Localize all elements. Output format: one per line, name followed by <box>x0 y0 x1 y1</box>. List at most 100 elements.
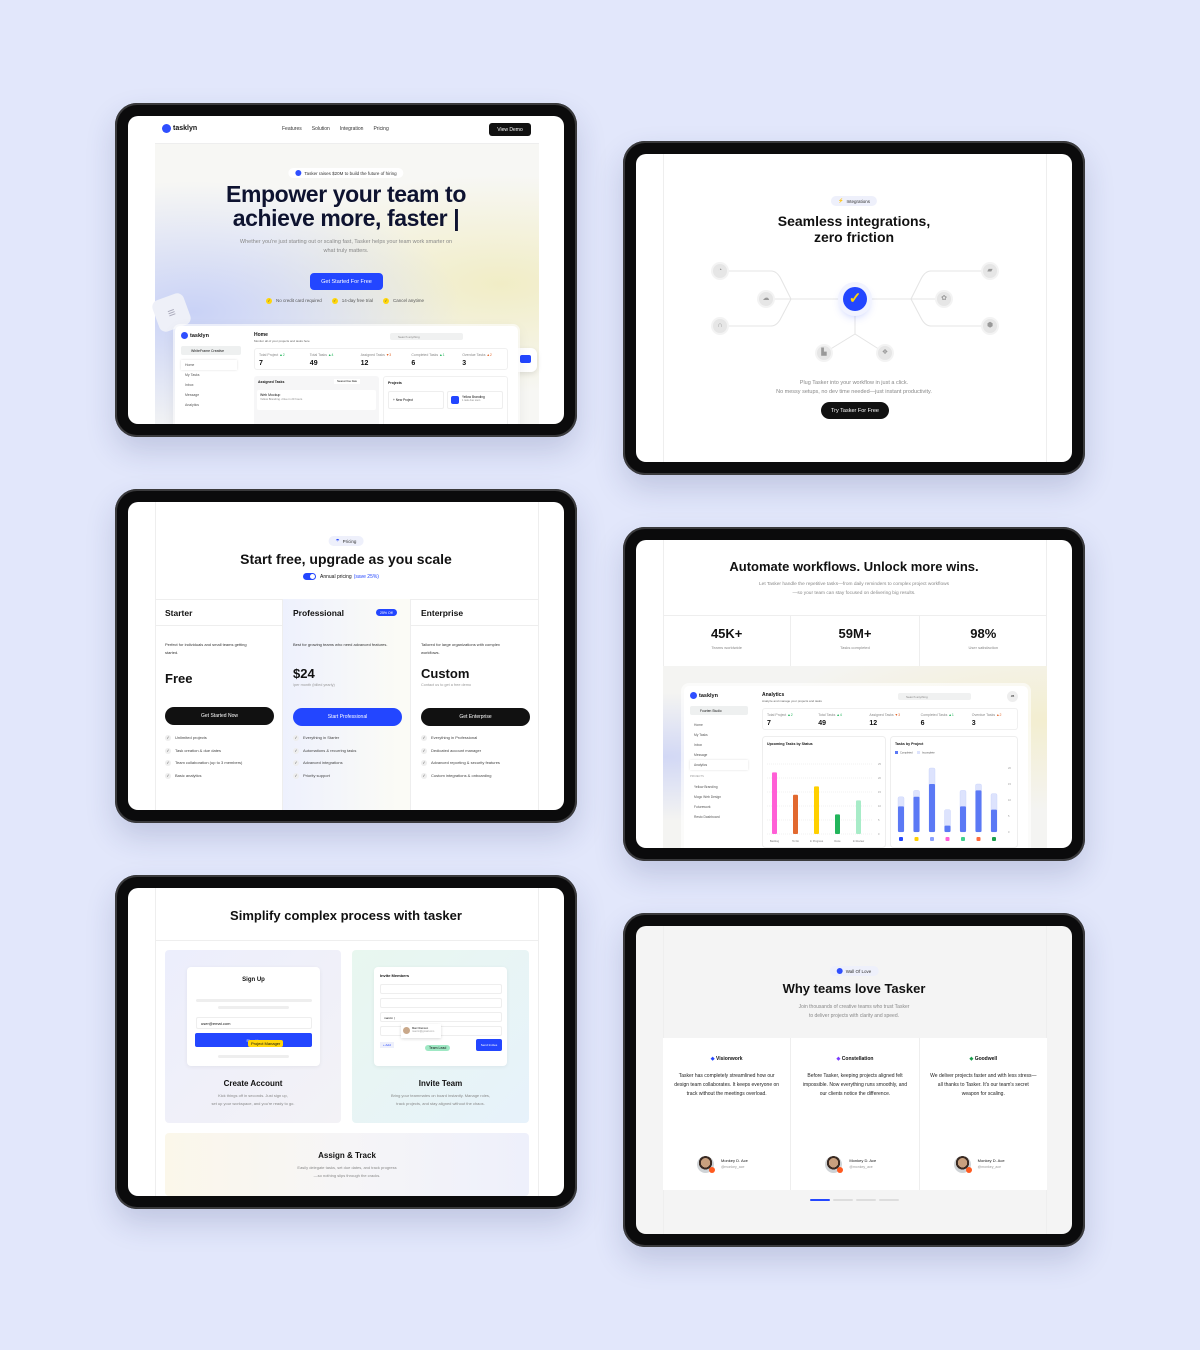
category-label: To Do <box>792 839 799 843</box>
check-icon: ✓ <box>266 298 272 304</box>
sidebar-item-tasks[interactable]: My Tasks <box>185 373 200 377</box>
category-label: Done <box>834 839 841 843</box>
role-tag: Team Lead <box>425 1045 451 1051</box>
tick-label: 15 <box>878 790 881 794</box>
logo[interactable]: tasklyn <box>162 124 197 133</box>
wall-of-love-badge: Wall Of Love <box>829 966 879 976</box>
integrations-text: Plug Tasker into your workflow in just a… <box>776 380 932 395</box>
new-project-button[interactable]: + New Project <box>388 391 444 409</box>
testimonial-card: ◆ Constellation Before Tasker, keeping p… <box>791 1038 920 1190</box>
stat-card: Total Tasks ▲4 49 <box>818 713 842 727</box>
toggle-switch[interactable] <box>303 573 316 580</box>
nav-solution[interactable]: Solution <box>311 126 330 132</box>
pricing-title: Start free, upgrade as you scale <box>240 551 452 567</box>
workspace-selector[interactable]: Fourten Studio <box>690 706 748 715</box>
hero-headline: Empower your team to achieve more, faster… <box>226 181 466 231</box>
search-input[interactable]: Search anything <box>898 693 971 700</box>
check-icon: ✓ <box>293 747 299 754</box>
workspace-selector[interactable]: WhiteFrame Creative <box>181 346 241 355</box>
invite-input[interactable]: marcin | <box>380 1012 502 1022</box>
plan-cta-button[interactable]: Get Started Now <box>165 707 274 725</box>
check-icon: ✓ <box>383 298 390 304</box>
nav-features[interactable]: Features <box>282 126 302 132</box>
dash-title: Home <box>254 332 268 338</box>
project-item[interactable]: Mogo Web Design <box>694 795 722 799</box>
send-invites-button[interactable]: Send Invites <box>476 1039 502 1051</box>
plan-feature: ✓ Advanced integrations <box>293 760 343 767</box>
project-icon <box>945 837 950 841</box>
search-input[interactable]: Search anything <box>390 333 463 340</box>
sidebar-item-home[interactable]: Home <box>694 723 703 727</box>
view-demo-button[interactable]: View Demo <box>489 123 531 136</box>
stat-card: Completed Tasks ▲1 6 <box>920 713 954 727</box>
plan-price: Custom <box>421 666 470 681</box>
project-item[interactable]: Futurework <box>694 805 711 809</box>
project-card[interactable]: Yellow Branding 1 task due soon <box>447 391 503 409</box>
metrics-row: 45K+ Teams worldwide 59M+ Tasks completed … <box>663 615 1047 666</box>
stat-card: Total Tasks ▲4 49 <box>309 353 334 367</box>
check-icon: ✓ <box>331 298 338 304</box>
sidebar-item-home[interactable]: Home <box>181 360 237 370</box>
figma-icon[interactable]: ❖ <box>878 346 892 360</box>
integration-node-icon[interactable]: ∩ <box>713 319 727 333</box>
plan-cta-button[interactable]: Get Enterprise <box>421 708 530 726</box>
assigned-tasks-panel: Assigned Tasks Nearest Due Date Web Mock… <box>254 376 379 424</box>
page-indicator[interactable] <box>810 1199 830 1201</box>
cloud-icon[interactable]: ☁ <box>759 292 773 306</box>
add-member-button[interactable]: + Add <box>380 1042 394 1048</box>
check-icon: ✓ <box>421 760 427 767</box>
plan-feature: ✓ Custom integrations & onboarding <box>421 772 492 779</box>
project-chart: Tasks by Project Completed Incomplete 0 5 10 1… <box>890 736 1018 848</box>
check-icon: ✓ <box>421 747 427 754</box>
sidebar-item-inbox[interactable]: Inbox <box>185 383 194 387</box>
check-icon: ✓ <box>165 735 171 741</box>
member-suggestion[interactable]: Marc Ramson marcin@gmail.com <box>401 1024 441 1038</box>
integration-node-icon[interactable]: ⬢ <box>983 319 997 333</box>
get-started-button[interactable]: Get Started For Free <box>310 273 383 290</box>
sidebar-item-message[interactable]: Message <box>694 753 708 757</box>
project-icon <box>961 837 965 841</box>
page-indicator[interactable] <box>833 1199 853 1201</box>
project-icon <box>992 837 996 841</box>
plan-feature: ✓ Priority support <box>293 772 330 779</box>
projects-panel: Projects + New Project Yellow Branding 1 … <box>383 376 508 424</box>
sidebar-item-inbox[interactable]: Inbox <box>694 743 703 747</box>
stat-card: Overdue Tasks ▲2 3 <box>462 353 492 367</box>
integration-node-icon[interactable]: ✿ <box>937 292 951 306</box>
hero-checks: ✓ No credit card required ✓ 14-day free tr… <box>266 298 425 304</box>
device-testimonials: Wall Of Love Why teams love Tasker Join … <box>623 913 1085 1247</box>
tick-label: 10 <box>1008 798 1011 802</box>
sidebar-item-analytics[interactable]: Analytics <box>185 403 200 407</box>
stats-row: Total Project ▲2 7 Total Tasks ▲4 49 Assigne… <box>762 708 1018 730</box>
sort-select[interactable]: Nearest Due Date <box>334 379 361 384</box>
avatar[interactable]: JB <box>1007 691 1018 702</box>
nav-integration[interactable]: Integration <box>339 126 364 132</box>
task-card[interactable]: Web Mockup Yellow Branding • Due in 20 ho… <box>257 390 376 410</box>
integration-node-icon[interactable]: ▰ <box>983 264 997 278</box>
sidebar-item-message[interactable]: Message <box>185 393 200 397</box>
announcement-badge[interactable]: Tasker raises $20M to build the future o… <box>288 168 404 178</box>
step-card-create-account: Sign Up user@emat.com Sign Up Project Ma… <box>165 950 341 1123</box>
check-icon: ✓ <box>421 772 427 779</box>
sidebar-item-analytics[interactable]: Analytics <box>690 760 748 770</box>
try-tasker-button[interactable]: Try Tasker For Free <box>821 402 889 419</box>
step-card-assign-track: Assign & Track Easily delegate tasks, se… <box>165 1133 529 1196</box>
plan-feature: ✓ Everything in Starter <box>293 735 340 741</box>
invite-form: Invite Members marcin | Marc Ramson marci… <box>374 967 507 1066</box>
plan-cta-button[interactable]: Start Professional <box>293 708 402 726</box>
tick-label: 5 <box>878 818 880 822</box>
project-item[interactable]: Yellow Branding <box>694 785 718 789</box>
integration-node-icon[interactable]: ◔ <box>713 264 727 278</box>
nav-pricing[interactable]: Pricing <box>373 126 389 132</box>
carousel-pagination <box>810 1199 899 1201</box>
plan-price: Free <box>165 671 193 686</box>
sidebar-item-tasks[interactable]: My Tasks <box>694 733 708 737</box>
page-indicator[interactable] <box>856 1199 876 1201</box>
metric: 98% User satisfaction <box>968 626 999 650</box>
annual-pricing-toggle[interactable]: Annual pricing (save 25%) <box>303 573 379 580</box>
page-indicator[interactable] <box>879 1199 899 1201</box>
integration-node-icon[interactable]: ▙ <box>817 346 831 360</box>
project-item[interactable]: Resto Dashboard <box>694 815 720 819</box>
email-input[interactable]: user@emat.com <box>196 1017 312 1029</box>
signup-form: Sign Up user@emat.com Sign Up Project Ma… <box>187 967 320 1066</box>
